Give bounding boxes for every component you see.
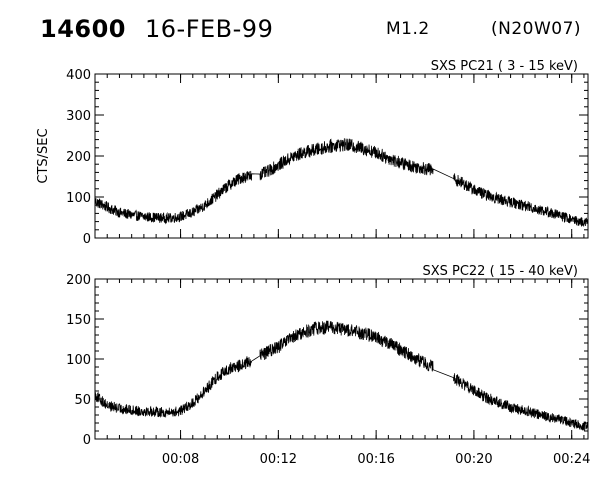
light-curve-series xyxy=(94,320,589,431)
y-tick-label: 0 xyxy=(83,433,91,448)
y-tick-label: 0 xyxy=(83,232,91,247)
y-tick-label: 50 xyxy=(74,393,91,408)
x-tick-label: 00:20 xyxy=(455,452,492,467)
panel-title: SXS PC22 ( 15 - 40 keV) xyxy=(422,264,578,279)
y-tick-label: 200 xyxy=(66,150,91,165)
light-curve-series xyxy=(94,138,589,227)
y-tick-label: 400 xyxy=(66,68,91,83)
y-tick-label: 100 xyxy=(66,353,91,368)
event-date: 16-FEB-99 xyxy=(145,15,274,43)
x-tick-label: 00:08 xyxy=(162,452,199,467)
x-tick-label: 00:12 xyxy=(260,452,297,467)
flare-class: M1.2 xyxy=(386,19,430,39)
x-tick-label: 00:16 xyxy=(357,452,394,467)
y-tick-label: 200 xyxy=(66,273,91,288)
panel-2: 0 50 100 150 200 00:08 00:12 00:16 00:20 00:24 SXS… xyxy=(66,264,590,467)
y-tick-label: 150 xyxy=(66,313,91,328)
panel-1: 0 100 200 300 400 SXS PC21 ( 3 - 15 keV) CTS/S… xyxy=(36,59,589,247)
event-id: 14600 xyxy=(40,15,126,43)
plot-frame xyxy=(94,278,589,440)
x-tick-label: 00:24 xyxy=(553,452,590,467)
y-axis-label: CTS/SEC xyxy=(36,128,51,183)
flare-location: (N20W07) xyxy=(491,19,582,39)
panel-title: SXS PC21 ( 3 - 15 keV) xyxy=(431,59,578,74)
y-tick-label: 100 xyxy=(66,191,91,206)
y-tick-label: 300 xyxy=(66,109,91,124)
